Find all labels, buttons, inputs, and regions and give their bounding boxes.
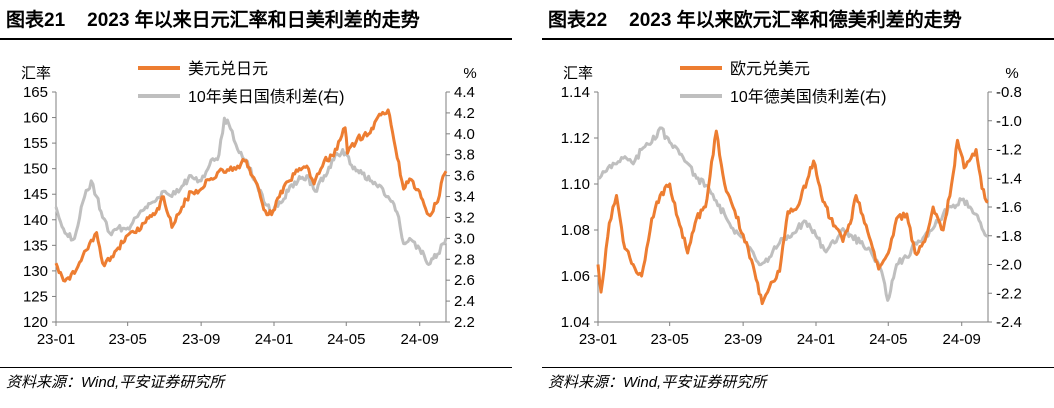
y-right-tick-label: 3.8 — [454, 147, 475, 164]
y-left-tick-label: 145 — [23, 186, 48, 203]
y-left-axis-label: 汇率 — [563, 65, 593, 82]
y-left-tick-label: 155 — [23, 135, 48, 152]
y-left-tick-label: 120 — [23, 314, 48, 331]
y-left-tick-label: 1.04 — [561, 314, 590, 331]
euro-chart: 1.04 1.06 1.08 1.10 1.12 1.14 -2.4 -2.2 -2.0 -1.8… — [561, 60, 1022, 348]
y-right-tick-label: -2.0 — [996, 257, 1022, 274]
y-right-tick-label: -1.6 — [996, 199, 1022, 216]
source-note: 资料来源：Wind,平安证券研究所 — [6, 374, 225, 391]
y-left-tick-label: 150 — [23, 161, 48, 178]
x-tick-label: 24-09 — [401, 331, 439, 348]
x-tick-label: 23-01 — [579, 331, 617, 348]
source-rule — [0, 367, 512, 368]
y-left-tick-label: 1.14 — [561, 84, 590, 101]
x-tick-label: 24-05 — [869, 331, 907, 348]
y-right-tick-label: 2.6 — [454, 272, 475, 289]
source-rule — [542, 367, 1054, 368]
y-right-tick-label: 3.2 — [454, 209, 475, 226]
figure-title-text: 2023 年以来欧元汇率和德美利差的走势 — [629, 10, 962, 31]
series-line-spread — [597, 126, 989, 302]
y-right-tick-label: 4.0 — [454, 126, 475, 143]
y-right-axis-label: % — [463, 65, 476, 82]
y-right-tick-label: -1.4 — [996, 170, 1022, 187]
y-right-tick-label: 4.2 — [454, 105, 475, 122]
series-line-fx — [54, 108, 448, 283]
y-left-tick-label: 160 — [23, 110, 48, 127]
figure-title: 图表22 2023 年以来欧元汇率和德美利差的走势 — [548, 6, 1048, 36]
y-right-tick-label: 3.4 — [454, 189, 475, 206]
y-left-axis-label: 汇率 — [21, 65, 51, 82]
y-left-tick-label: 1.12 — [561, 130, 590, 147]
y-right-tick-label: -1.0 — [996, 113, 1022, 130]
yen-chart: 120 125 130 135 140 145 150 155 160 165 2.2 2.4 2.6 2… — [21, 60, 477, 348]
legend-label: 10年美日国债利差(右) — [188, 88, 344, 106]
x-tick-label: 24-09 — [943, 331, 981, 348]
y-left-tick-label: 1.06 — [561, 268, 590, 285]
x-tick-label: 24-01 — [797, 331, 835, 348]
x-tick-label: 24-05 — [327, 331, 365, 348]
y-right-tick-label: 4.4 — [454, 84, 475, 101]
figure-number: 图表22 — [548, 10, 608, 31]
y-right-tick-label: 2.4 — [454, 293, 475, 310]
x-tick-label: 23-09 — [724, 331, 762, 348]
y-right-axis-label: % — [1005, 65, 1018, 82]
y-left-tick-label: 130 — [23, 263, 48, 280]
legend-label: 10年德美国债利差(右) — [730, 88, 886, 106]
legend-label: 欧元兑美元 — [730, 60, 810, 78]
legend-label: 美元兑日元 — [188, 60, 268, 78]
x-tick-label: 24-01 — [255, 331, 293, 348]
y-left-tick-label: 135 — [23, 237, 48, 254]
y-right-tick-label: 2.2 — [454, 314, 475, 331]
y-right-tick-label: 2.8 — [454, 251, 475, 268]
series-line-spread — [54, 116, 448, 266]
source-note: 资料来源：Wind,平安证券研究所 — [548, 374, 767, 391]
title-rule — [542, 38, 1054, 40]
x-tick-label: 23-05 — [650, 331, 688, 348]
figure-title-text: 2023 年以来日元汇率和日美利差的走势 — [87, 10, 420, 31]
y-left-tick-label: 165 — [23, 84, 48, 101]
figure-number: 图表21 — [6, 10, 66, 31]
x-tick-label: 23-01 — [37, 331, 75, 348]
y-left-tick-label: 1.08 — [561, 222, 590, 239]
y-left-tick-label: 1.10 — [561, 176, 590, 193]
y-right-tick-label: -1.2 — [996, 142, 1022, 159]
y-right-tick-label: -0.8 — [996, 84, 1022, 101]
y-right-tick-label: 3.6 — [454, 168, 475, 185]
y-right-tick-label: 3.0 — [454, 230, 475, 247]
x-tick-label: 23-05 — [108, 331, 146, 348]
y-left-tick-label: 140 — [23, 212, 48, 229]
chart-panel-yen: 图表21 2023 年以来日元汇率和日美利差的走势 120 125 130 135 140… — [0, 0, 512, 408]
y-right-tick-label: -1.8 — [996, 228, 1022, 245]
figure-title: 图表21 2023 年以来日元汇率和日美利差的走势 — [6, 6, 506, 36]
x-tick-label: 23-09 — [182, 331, 220, 348]
y-right-tick-label: -2.4 — [996, 314, 1022, 331]
y-right-tick-label: -2.2 — [996, 285, 1022, 302]
y-left-tick-label: 125 — [23, 288, 48, 305]
chart-panel-euro: 图表22 2023 年以来欧元汇率和德美利差的走势 1.04 1.06 1.08 1.1… — [542, 0, 1054, 408]
series-line-fx — [596, 129, 989, 306]
title-rule — [0, 38, 512, 40]
